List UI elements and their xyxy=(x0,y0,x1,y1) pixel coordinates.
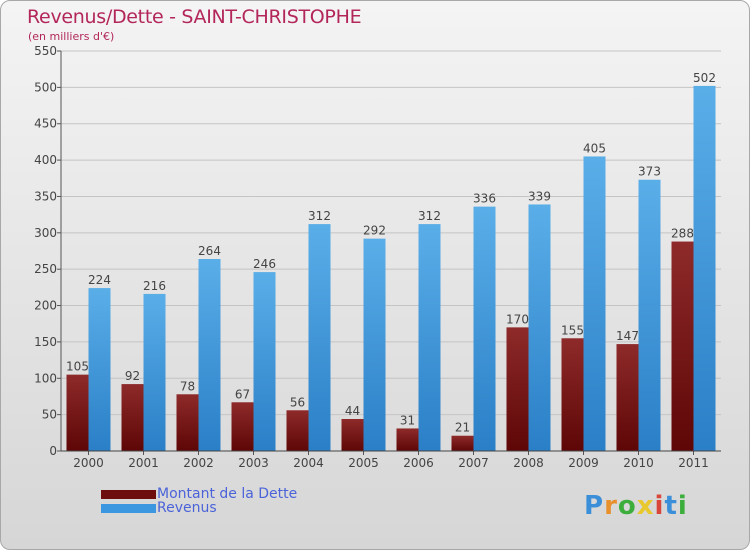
y-tick-label: 200 xyxy=(34,299,57,313)
bar-dette xyxy=(561,338,584,451)
bar-revenus xyxy=(638,179,661,451)
x-tick-label: 2009 xyxy=(568,456,599,470)
bar-revenus xyxy=(528,204,551,451)
value-labels: 105 224 92 216 78 264 67 246 56 312 44 292 31 312 21 33… xyxy=(66,71,716,435)
bar-revenus xyxy=(473,206,496,451)
value-label: 312 xyxy=(308,209,331,223)
logo-letter: i xyxy=(654,491,665,521)
x-tick-label: 2006 xyxy=(403,456,434,470)
y-tick-label: 150 xyxy=(34,335,57,349)
legend-item-revenus: Revenus xyxy=(101,500,297,516)
value-label: 339 xyxy=(528,189,551,203)
bars xyxy=(66,85,716,452)
y-tick-label: 100 xyxy=(34,371,57,385)
value-label: 336 xyxy=(473,192,496,206)
y-tick-label: 550 xyxy=(34,44,57,58)
x-tick-label: 2008 xyxy=(513,456,544,470)
x-tick-label: 2010 xyxy=(623,456,654,470)
bar-dette xyxy=(451,435,474,451)
y-tick-label: 350 xyxy=(34,189,57,203)
value-label: 44 xyxy=(345,404,360,418)
value-label: 67 xyxy=(235,387,250,401)
bar-revenus xyxy=(308,224,331,451)
legend: Montant de la Dette Revenus xyxy=(101,486,298,516)
value-label: 312 xyxy=(418,209,441,223)
x-tick-label: 2003 xyxy=(238,456,269,470)
value-label: 147 xyxy=(616,329,639,343)
value-label: 502 xyxy=(693,71,716,85)
bar-revenus xyxy=(143,293,166,451)
y-tick-label: 0 xyxy=(49,444,57,458)
bar-revenus xyxy=(198,259,221,451)
value-label: 21 xyxy=(455,421,470,435)
value-label: 78 xyxy=(180,379,195,393)
legend-swatch-dette xyxy=(101,489,156,499)
value-label: 31 xyxy=(400,413,415,427)
logo-letter: i xyxy=(677,491,688,521)
value-label: 246 xyxy=(253,257,276,271)
value-label: 224 xyxy=(88,273,111,287)
bar-dette xyxy=(671,241,694,451)
grid-lines xyxy=(61,50,721,416)
value-label: 105 xyxy=(66,360,89,374)
bar-revenus xyxy=(363,238,386,451)
bar-revenus xyxy=(583,156,606,452)
bar-dette xyxy=(66,374,89,451)
chart-subtitle: (en milliers d'€) xyxy=(28,30,115,43)
legend-label-revenus: Revenus xyxy=(157,500,217,516)
x-tick-label: 2005 xyxy=(348,456,379,470)
logo-letter: t xyxy=(664,491,678,521)
legend-item-dette: Montant de la Dette xyxy=(101,486,298,502)
value-label: 92 xyxy=(125,369,140,383)
value-label: 155 xyxy=(561,323,584,337)
x-tick-label: 2004 xyxy=(293,456,324,470)
value-label: 292 xyxy=(363,224,386,238)
value-label: 288 xyxy=(671,227,694,241)
x-axis-ticks: 2000 2001 2002 2003 2004 2005 2006 2007 2008 2009… xyxy=(73,451,709,470)
bar-revenus xyxy=(88,288,111,451)
x-tick-label: 2011 xyxy=(678,456,709,470)
logo-letter: r xyxy=(604,491,618,521)
x-tick-label: 2001 xyxy=(128,456,159,470)
bar-dette xyxy=(121,384,144,451)
bar-revenus xyxy=(418,224,441,451)
value-label: 264 xyxy=(198,244,221,258)
value-label: 56 xyxy=(290,395,305,409)
y-tick-label: 300 xyxy=(34,226,57,240)
logo-letter: x xyxy=(636,491,655,521)
y-tick-label: 250 xyxy=(34,262,57,276)
bar-dette xyxy=(176,394,199,451)
y-tick-label: 50 xyxy=(42,408,57,422)
legend-swatch-revenus xyxy=(101,503,156,513)
x-tick-label: 2007 xyxy=(458,456,489,470)
chart-title: Revenus/Dette - SAINT-CHRISTOPHE xyxy=(27,6,362,28)
bar-dette xyxy=(616,344,639,451)
x-tick-label: 2002 xyxy=(183,456,214,470)
value-label: 373 xyxy=(638,165,661,179)
y-tick-label: 400 xyxy=(34,153,57,167)
y-tick-label: 450 xyxy=(34,117,57,131)
bar-dette xyxy=(341,419,364,451)
bar-revenus xyxy=(693,85,716,451)
bar-dette xyxy=(231,402,254,451)
logo-letter: o xyxy=(617,491,637,521)
value-label: 170 xyxy=(506,312,529,326)
x-tick-label: 2000 xyxy=(73,456,104,470)
proxiti-logo: Proxiti xyxy=(584,491,688,521)
bar-dette xyxy=(286,410,309,451)
value-label: 216 xyxy=(143,279,166,293)
y-axis-ticks: 0 50 100 150 200 250 300 350 400 450 500 550 xyxy=(34,44,62,458)
value-label: 405 xyxy=(583,141,606,155)
bar-dette xyxy=(506,327,529,451)
bar-revenus xyxy=(253,272,276,451)
legend-label-dette: Montant de la Dette xyxy=(157,486,298,502)
bar-dette xyxy=(396,428,419,451)
y-tick-label: 500 xyxy=(34,80,57,94)
logo-letter: P xyxy=(584,491,605,521)
